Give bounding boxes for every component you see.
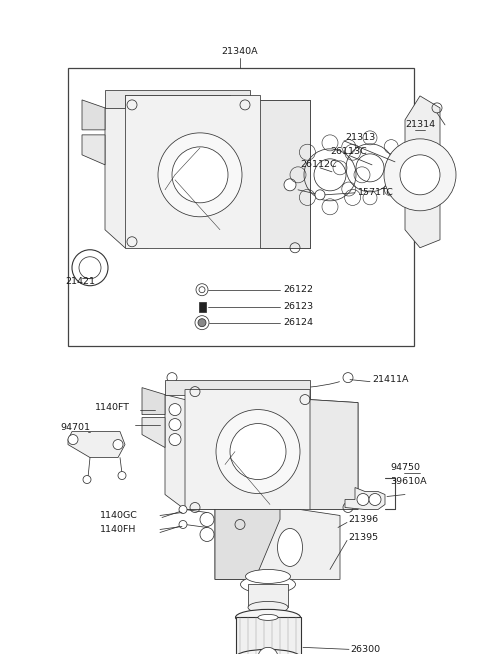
Polygon shape xyxy=(405,96,440,248)
Text: 26113C: 26113C xyxy=(330,147,367,157)
Ellipse shape xyxy=(245,569,290,584)
Circle shape xyxy=(284,179,296,191)
Polygon shape xyxy=(82,100,105,130)
Circle shape xyxy=(83,476,91,483)
Text: 26123: 26123 xyxy=(283,302,313,311)
Ellipse shape xyxy=(258,614,278,620)
Ellipse shape xyxy=(236,649,300,655)
Circle shape xyxy=(198,319,206,327)
Text: 26122: 26122 xyxy=(283,285,313,294)
Circle shape xyxy=(79,257,101,279)
Circle shape xyxy=(169,434,181,445)
Circle shape xyxy=(200,527,214,542)
Circle shape xyxy=(172,147,228,203)
Polygon shape xyxy=(260,100,310,248)
Text: 21313: 21313 xyxy=(345,134,375,142)
Circle shape xyxy=(179,506,187,514)
Bar xyxy=(236,618,301,655)
Text: 94701: 94701 xyxy=(60,423,90,432)
Ellipse shape xyxy=(240,576,296,593)
Polygon shape xyxy=(215,510,280,580)
Circle shape xyxy=(216,409,300,493)
Polygon shape xyxy=(215,510,340,580)
Circle shape xyxy=(68,434,78,445)
Text: 26112C: 26112C xyxy=(300,160,336,170)
Ellipse shape xyxy=(277,529,302,567)
Text: 39610A: 39610A xyxy=(390,477,427,486)
Text: 21340A: 21340A xyxy=(222,47,258,56)
Circle shape xyxy=(72,250,108,286)
Ellipse shape xyxy=(248,601,288,613)
Polygon shape xyxy=(82,135,105,165)
Polygon shape xyxy=(68,432,125,458)
Circle shape xyxy=(230,424,286,479)
Circle shape xyxy=(343,373,353,383)
Polygon shape xyxy=(105,90,250,108)
Text: 21395: 21395 xyxy=(348,533,378,542)
Circle shape xyxy=(315,190,325,200)
Circle shape xyxy=(384,139,456,211)
Bar xyxy=(68,68,414,346)
Circle shape xyxy=(118,472,126,479)
Text: 1571TC: 1571TC xyxy=(358,188,394,197)
Circle shape xyxy=(200,512,214,527)
Polygon shape xyxy=(165,380,310,400)
Text: 26300: 26300 xyxy=(350,645,380,654)
Text: 26124: 26124 xyxy=(283,318,313,328)
Text: 21314: 21314 xyxy=(405,121,435,130)
Ellipse shape xyxy=(236,609,300,626)
Circle shape xyxy=(369,493,381,506)
Circle shape xyxy=(169,403,181,415)
Text: 21396: 21396 xyxy=(348,515,378,524)
Circle shape xyxy=(169,419,181,430)
Text: 1140FT: 1140FT xyxy=(95,403,130,412)
Circle shape xyxy=(167,373,177,383)
Circle shape xyxy=(113,440,123,449)
Polygon shape xyxy=(199,302,206,312)
Circle shape xyxy=(258,647,278,655)
Polygon shape xyxy=(165,394,300,510)
Circle shape xyxy=(357,493,369,506)
Polygon shape xyxy=(142,418,165,447)
Polygon shape xyxy=(345,487,385,510)
Text: 21411A: 21411A xyxy=(372,375,408,384)
Polygon shape xyxy=(248,584,288,607)
Circle shape xyxy=(158,133,242,217)
Circle shape xyxy=(179,521,187,529)
Circle shape xyxy=(400,155,440,195)
Polygon shape xyxy=(142,388,165,415)
Polygon shape xyxy=(105,108,148,248)
Circle shape xyxy=(195,316,209,329)
Polygon shape xyxy=(185,390,358,510)
Polygon shape xyxy=(125,95,310,248)
Text: 94750: 94750 xyxy=(390,463,420,472)
Polygon shape xyxy=(310,400,358,510)
Text: 1140FH: 1140FH xyxy=(100,525,136,534)
Text: 21421: 21421 xyxy=(65,277,95,286)
Text: 1140GC: 1140GC xyxy=(100,511,138,520)
